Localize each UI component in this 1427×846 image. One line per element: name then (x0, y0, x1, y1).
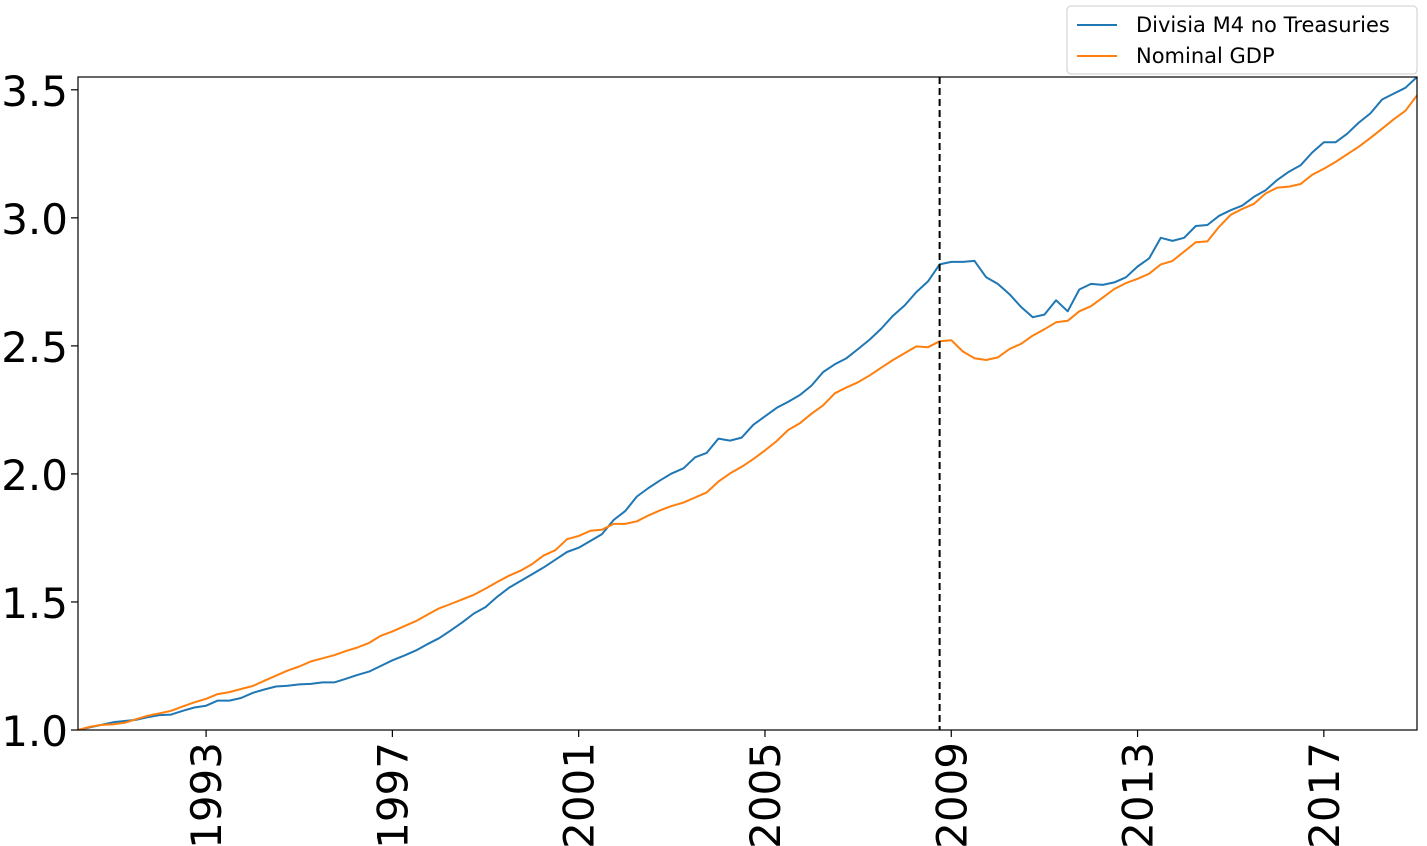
x-tick-label: 1997 (368, 742, 417, 846)
x-tick-label: 2013 (1114, 742, 1163, 846)
axis-ticks: 1.0 1.5 2.0 2.5 3.0 3.5 1993 1997 2001 2005 2009 20… (1, 67, 1349, 846)
legend-label: Nominal GDP (1136, 44, 1275, 68)
x-tick-label: 1993 (182, 742, 231, 846)
series-line-nominal-gdp (78, 94, 1417, 730)
plot-frame (77, 76, 1418, 731)
x-tick-label: 2017 (1300, 742, 1349, 846)
series-line-divisia-m4 (78, 77, 1417, 730)
legend-label: Divisia M4 no Treasuries (1136, 13, 1390, 37)
y-tick-label: 1.0 (1, 707, 68, 756)
legend: Divisia M4 no Treasuries Nominal GDP (1066, 5, 1418, 75)
x-tick-label: 2009 (927, 742, 976, 846)
legend-box (1066, 5, 1418, 75)
x-tick-label: 2001 (555, 742, 604, 846)
y-tick-label: 1.5 (1, 579, 68, 628)
y-tick-label: 2.0 (1, 451, 68, 500)
y-tick-label: 3.0 (1, 195, 68, 244)
y-tick-label: 2.5 (1, 323, 68, 372)
x-tick-label: 2005 (741, 742, 790, 846)
y-tick-label: 3.5 (1, 67, 68, 116)
series-layer (78, 77, 1417, 730)
